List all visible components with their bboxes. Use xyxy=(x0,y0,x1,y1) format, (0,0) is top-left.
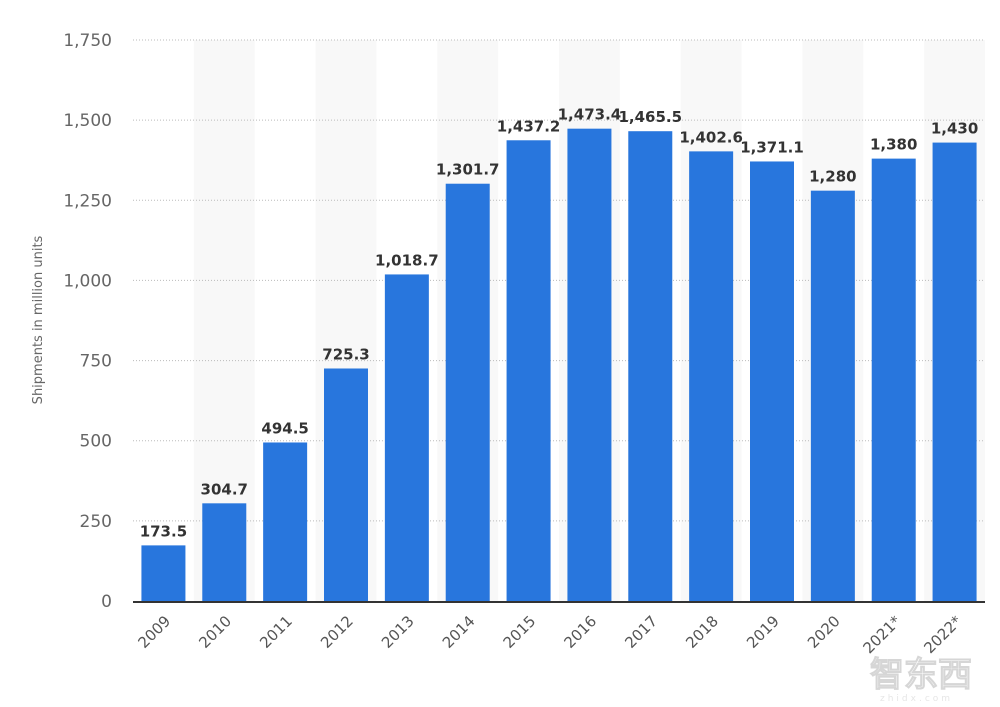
y-tick-label: 250 xyxy=(80,512,112,532)
x-tick-label: 2013 xyxy=(378,612,418,652)
bar[interactable] xyxy=(567,128,612,602)
x-tick-label: 2010 xyxy=(195,612,235,652)
y-tick-label: 1,250 xyxy=(63,191,112,211)
data-label: 1,430 xyxy=(931,120,978,138)
bar[interactable] xyxy=(628,131,673,601)
y-axis-label: Shipments in million units xyxy=(31,235,46,404)
svg-text:智东西: 智东西 xyxy=(870,655,972,695)
x-tick-label: 2015 xyxy=(500,612,540,652)
data-label: 1,437.2 xyxy=(497,117,561,135)
data-label: 1,473.4 xyxy=(558,106,622,124)
bar[interactable] xyxy=(324,368,368,601)
bar[interactable] xyxy=(141,545,186,601)
data-label: 1,301.7 xyxy=(436,161,500,179)
x-tick-label: 2017 xyxy=(621,612,661,652)
y-tick-label: 1,000 xyxy=(63,271,112,291)
x-tick-label: 2021* xyxy=(860,612,905,657)
x-tick-label: 2022* xyxy=(920,612,965,657)
y-tick-label: 0 xyxy=(101,592,112,612)
data-label: 1,465.5 xyxy=(618,108,682,126)
data-label: 1,018.7 xyxy=(375,251,439,269)
x-tick-label: 2011 xyxy=(256,612,296,652)
data-label: 494.5 xyxy=(261,419,308,437)
x-tick-label: 2020 xyxy=(804,612,844,652)
y-tick-label: 500 xyxy=(80,432,112,452)
x-tick-label: 2016 xyxy=(561,612,601,652)
bar[interactable] xyxy=(689,151,734,601)
bar[interactable] xyxy=(202,503,247,601)
bar[interactable] xyxy=(932,142,977,601)
x-tick-label: 2009 xyxy=(135,612,175,652)
data-label: 173.5 xyxy=(140,522,187,540)
bar[interactable] xyxy=(871,158,916,601)
x-tick-label: 2014 xyxy=(439,612,479,652)
x-tick-label: 2019 xyxy=(743,612,783,652)
x-tick-label: 2018 xyxy=(682,612,722,652)
bar[interactable] xyxy=(384,274,429,601)
data-label: 1,371.1 xyxy=(740,138,804,156)
y-tick-label: 750 xyxy=(80,352,112,372)
svg-text:zhidx.com: zhidx.com xyxy=(880,694,953,704)
y-tick-label: 1,750 xyxy=(63,31,112,51)
bar[interactable] xyxy=(750,161,794,601)
y-tick-label: 1,500 xyxy=(63,111,112,131)
data-label: 1,402.6 xyxy=(679,128,743,146)
data-label: 1,280 xyxy=(809,168,856,186)
data-label: 304.7 xyxy=(201,480,248,498)
watermark-logo: 智东西 zhidx.com xyxy=(870,655,973,705)
bar[interactable] xyxy=(810,190,855,601)
data-label: 725.3 xyxy=(322,345,369,363)
bar[interactable] xyxy=(506,140,551,601)
bar[interactable] xyxy=(445,183,490,602)
data-label: 1,380 xyxy=(870,136,917,154)
x-tick-label: 2012 xyxy=(317,612,357,652)
bar[interactable] xyxy=(263,442,308,601)
